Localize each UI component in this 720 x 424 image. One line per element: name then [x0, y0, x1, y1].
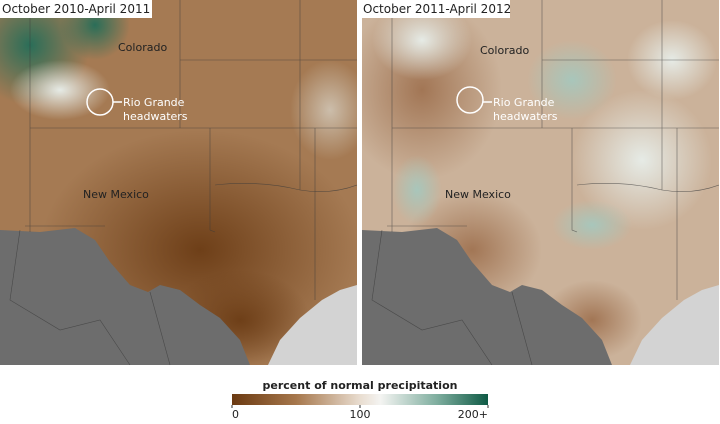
- place-label: Rio Grande: [493, 96, 555, 109]
- divider: [357, 0, 362, 365]
- place-label: Rio Grande: [123, 96, 185, 109]
- colorbar: [232, 394, 488, 405]
- state-label: New Mexico: [445, 188, 511, 201]
- tick-label: 0: [232, 408, 239, 420]
- tick-label: 100: [350, 408, 371, 420]
- panel-labels: October 2011-April 2012 Colorado Rio Gra…: [360, 0, 558, 201]
- legend-area: [0, 365, 720, 420]
- tick-label: 200+: [458, 408, 488, 420]
- panel-title: October 2010-April 2011: [2, 2, 150, 16]
- place-label: headwaters: [493, 110, 558, 123]
- legend-title: percent of normal precipitation: [263, 379, 458, 392]
- state-label: Colorado: [118, 41, 167, 54]
- state-label: Colorado: [480, 44, 529, 57]
- panel-labels: October 2010-April 2011 Colorado Rio Gra…: [0, 0, 188, 201]
- panel-title: October 2011-April 2012: [363, 2, 511, 16]
- title-bg: [0, 0, 152, 18]
- map-panel: [0, 0, 357, 365]
- place-label: headwaters: [123, 110, 188, 123]
- title-bg: [360, 0, 510, 18]
- state-label: New Mexico: [83, 188, 149, 201]
- map-panel: [362, 0, 719, 365]
